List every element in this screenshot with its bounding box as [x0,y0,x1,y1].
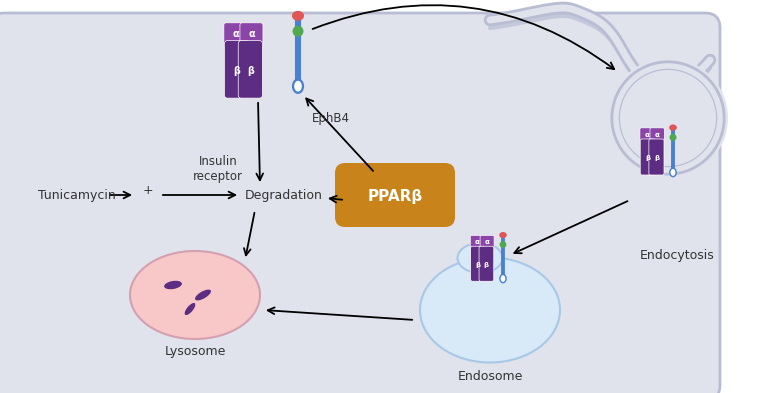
FancyBboxPatch shape [479,246,494,281]
FancyBboxPatch shape [224,40,249,98]
Ellipse shape [185,303,196,315]
Ellipse shape [292,11,304,21]
Ellipse shape [195,290,211,300]
Ellipse shape [500,274,506,283]
Ellipse shape [293,80,303,93]
FancyBboxPatch shape [640,139,655,175]
Circle shape [669,134,677,141]
Ellipse shape [420,257,560,362]
Circle shape [608,58,728,178]
FancyBboxPatch shape [649,139,664,175]
FancyBboxPatch shape [640,128,654,144]
FancyBboxPatch shape [335,163,455,227]
Text: +: + [142,184,153,196]
FancyBboxPatch shape [0,13,720,393]
FancyBboxPatch shape [480,235,494,251]
Ellipse shape [670,168,676,176]
FancyBboxPatch shape [470,235,484,251]
Text: α: α [232,29,239,39]
Text: α: α [644,132,650,138]
Text: Lysosome: Lysosome [164,345,226,358]
Text: α: α [475,239,480,245]
FancyBboxPatch shape [650,128,665,144]
Text: α: α [654,132,660,138]
FancyBboxPatch shape [470,246,485,281]
Text: α: α [484,239,490,245]
Text: EphB4: EphB4 [312,112,350,125]
Text: Degradation: Degradation [245,189,323,202]
Text: β: β [654,155,659,161]
Text: α: α [248,29,255,39]
Text: Tunicamycin: Tunicamycin [38,189,116,202]
Ellipse shape [499,232,507,238]
Text: Endocytosis: Endocytosis [640,248,715,261]
Text: Insulin
receptor: Insulin receptor [193,155,243,183]
Ellipse shape [164,281,182,289]
Circle shape [500,241,507,248]
Text: Endosome: Endosome [457,370,523,383]
Text: β: β [484,262,489,268]
FancyBboxPatch shape [240,23,263,48]
Circle shape [620,70,716,166]
Text: β: β [233,66,240,76]
Ellipse shape [457,243,503,273]
Text: β: β [475,262,480,268]
Text: β: β [645,155,651,161]
Ellipse shape [669,125,677,131]
FancyBboxPatch shape [224,23,247,48]
Text: β: β [247,66,254,76]
FancyBboxPatch shape [238,40,263,98]
Circle shape [293,26,303,37]
Ellipse shape [130,251,260,339]
Text: PPARβ: PPARβ [367,189,423,204]
